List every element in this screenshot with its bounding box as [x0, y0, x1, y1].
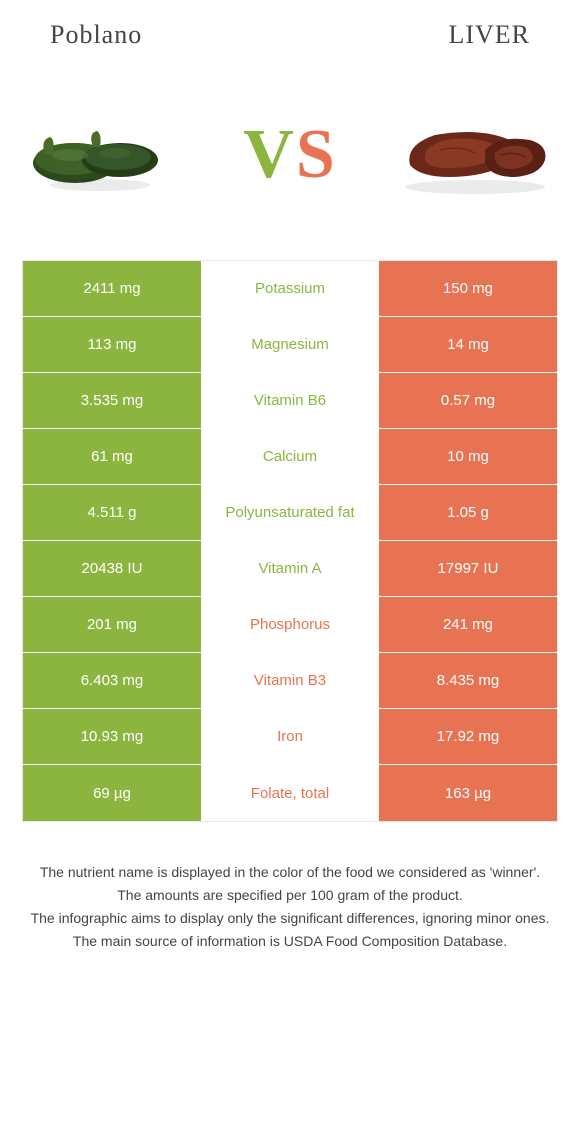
value-left: 10.93 mg [23, 709, 201, 764]
vs-label: VS [243, 120, 337, 190]
value-left: 2411 mg [23, 261, 201, 316]
table-row: 61 mgCalcium10 mg [23, 429, 557, 485]
table-row: 2411 mgPotassium150 mg [23, 261, 557, 317]
table-row: 20438 IUVitamin A17997 IU [23, 541, 557, 597]
vs-s: S [296, 120, 337, 190]
value-right: 150 mg [379, 261, 557, 316]
nutrient-name: Potassium [201, 261, 379, 316]
nutrient-name: Phosphorus [201, 597, 379, 652]
table-row: 69 µgFolate, total163 µg [23, 765, 557, 821]
liver-icon [390, 105, 560, 205]
vs-v: V [243, 120, 296, 190]
title-left: Poblano [50, 20, 142, 50]
header: Poblano LIVER [0, 0, 580, 60]
footer-line: The main source of information is USDA F… [30, 931, 550, 952]
nutrient-name: Folate, total [201, 765, 379, 821]
table-row: 113 mgMagnesium14 mg [23, 317, 557, 373]
nutrient-name: Vitamin B3 [201, 653, 379, 708]
value-right: 241 mg [379, 597, 557, 652]
table-row: 3.535 mgVitamin B60.57 mg [23, 373, 557, 429]
table-row: 201 mgPhosphorus241 mg [23, 597, 557, 653]
footer-line: The infographic aims to display only the… [30, 908, 550, 929]
hero-row: VS [0, 60, 580, 260]
value-right: 17997 IU [379, 541, 557, 596]
value-right: 14 mg [379, 317, 557, 372]
nutrient-name: Vitamin A [201, 541, 379, 596]
value-left: 6.403 mg [23, 653, 201, 708]
nutrient-name: Magnesium [201, 317, 379, 372]
value-right: 1.05 g [379, 485, 557, 540]
value-left: 3.535 mg [23, 373, 201, 428]
poblano-icon [25, 105, 185, 205]
nutrient-name: Polyunsaturated fat [201, 485, 379, 540]
value-right: 17.92 mg [379, 709, 557, 764]
table-row: 4.511 gPolyunsaturated fat1.05 g [23, 485, 557, 541]
footer-line: The nutrient name is displayed in the co… [30, 862, 550, 883]
value-left: 20438 IU [23, 541, 201, 596]
value-right: 163 µg [379, 765, 557, 821]
value-left: 201 mg [23, 597, 201, 652]
nutrient-name: Iron [201, 709, 379, 764]
footer-line: The amounts are specified per 100 gram o… [30, 885, 550, 906]
value-left: 69 µg [23, 765, 201, 821]
nutrient-name: Calcium [201, 429, 379, 484]
footer-notes: The nutrient name is displayed in the co… [0, 822, 580, 974]
value-right: 10 mg [379, 429, 557, 484]
title-right: LIVER [448, 20, 530, 50]
poblano-image [20, 100, 190, 210]
value-left: 113 mg [23, 317, 201, 372]
value-right: 8.435 mg [379, 653, 557, 708]
value-left: 61 mg [23, 429, 201, 484]
nutrient-name: Vitamin B6 [201, 373, 379, 428]
table-row: 10.93 mgIron17.92 mg [23, 709, 557, 765]
value-left: 4.511 g [23, 485, 201, 540]
value-right: 0.57 mg [379, 373, 557, 428]
nutrient-table: 2411 mgPotassium150 mg113 mgMagnesium14 … [22, 260, 558, 822]
liver-image [390, 100, 560, 210]
table-row: 6.403 mgVitamin B38.435 mg [23, 653, 557, 709]
